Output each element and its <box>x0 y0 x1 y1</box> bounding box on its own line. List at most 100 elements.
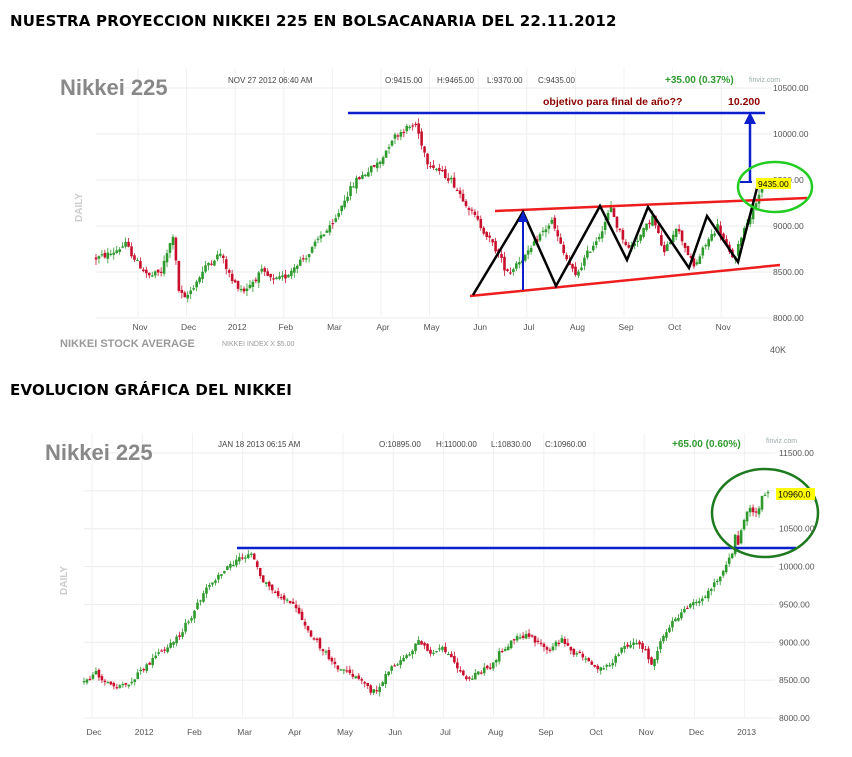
c2-candle-87 <box>342 669 346 671</box>
c1-candle-146 <box>526 250 530 255</box>
c2-candle-1 <box>85 679 89 683</box>
c1-candle-45 <box>227 270 231 273</box>
c1-candle-204 <box>698 256 702 264</box>
c1-candle-76 <box>319 235 323 239</box>
c2-candle-151 <box>533 636 537 643</box>
c1-xtick-9: Aug <box>570 322 585 332</box>
chart1-high: H:9465.00 <box>437 76 474 85</box>
c1-candle-110 <box>420 131 423 146</box>
c2-candle-44 <box>214 580 217 583</box>
c2-candle-130 <box>470 678 474 680</box>
c1-candle-56 <box>260 268 264 272</box>
c1-candle-157 <box>559 237 563 244</box>
c2-candle-69 <box>288 601 292 603</box>
c2-xtick-0: Dec <box>86 727 102 737</box>
c1-candle-13 <box>133 255 136 260</box>
c1-candle-49 <box>239 288 243 291</box>
c2-candle-4 <box>94 671 98 675</box>
c2-candle-192 <box>656 651 659 660</box>
c2-candle-91 <box>354 676 358 679</box>
c2-candle-52 <box>238 557 241 562</box>
c2-candle-172 <box>596 665 600 670</box>
c1-candle-91 <box>364 174 367 176</box>
c1-xtick-5: Apr <box>376 322 389 332</box>
c2-candle-21 <box>145 664 149 671</box>
c2-candle-85 <box>336 665 340 670</box>
c2-candle-175 <box>605 664 609 667</box>
c1-candle-82 <box>337 213 341 217</box>
c2-candle-61 <box>264 582 268 584</box>
c2-candle-218 <box>733 534 737 555</box>
c1-candle-190 <box>657 225 660 234</box>
c1-candle-68 <box>295 265 299 269</box>
c2-candle-162 <box>566 643 570 646</box>
c1-candle-131 <box>482 227 486 234</box>
chart1-change: +35.00 (0.37%) <box>665 75 734 86</box>
c2-candle-121 <box>444 646 447 653</box>
c1-candle-127 <box>470 209 474 211</box>
c2-candle-77 <box>312 638 316 640</box>
c2-candle-174 <box>602 668 606 670</box>
c2-candle-120 <box>441 646 444 650</box>
c1-candle-52 <box>248 284 252 289</box>
c2-xtick-3: Mar <box>237 727 252 737</box>
c1-candle-126 <box>467 208 471 210</box>
c2-xtick-13: 2013 <box>737 727 756 737</box>
c1-candle-86 <box>349 186 352 197</box>
c2-candle-95 <box>366 683 370 687</box>
c1-candle-47 <box>233 280 237 283</box>
c1-candle-8 <box>118 249 121 252</box>
c1-candle-61 <box>275 277 278 280</box>
c2-candle-143 <box>509 640 513 649</box>
c1-candle-184 <box>639 234 642 241</box>
c1-candle-37 <box>204 265 207 272</box>
c1-candle-154 <box>550 219 554 224</box>
c2-candle-53 <box>241 557 244 559</box>
c1-candle-142 <box>515 263 518 269</box>
c2-candle-78 <box>315 638 319 641</box>
c2-candle-116 <box>429 649 432 654</box>
c2-candle-146 <box>518 637 522 639</box>
c1-candle-51 <box>245 288 249 291</box>
c1-candle-124 <box>461 193 465 202</box>
c2-candle-54 <box>243 557 247 559</box>
c1-ytick-10000: 10000.00 <box>773 129 809 139</box>
c1-candle-89 <box>358 177 361 180</box>
c1-candle-77 <box>322 234 326 237</box>
c1-candle-141 <box>512 269 515 273</box>
c2-candle-63 <box>270 584 274 591</box>
c2-candle-194 <box>662 635 665 642</box>
c2-candle-190 <box>650 657 653 665</box>
c1-candle-16 <box>142 269 145 272</box>
c1-candle-34 <box>195 281 198 288</box>
c2-candle-220 <box>739 530 743 544</box>
c1-ytick-8500: 8500.00 <box>773 267 804 277</box>
chart2-change: +65.00 (0.60%) <box>672 439 741 450</box>
c2-candle-176 <box>608 665 611 667</box>
c1-candle-117 <box>441 170 444 172</box>
c2-candle-73 <box>300 611 304 621</box>
c2-candle-9 <box>109 681 113 685</box>
c1-candle-44 <box>224 259 228 270</box>
c2-candle-170 <box>590 661 594 665</box>
c2-candle-83 <box>330 657 334 662</box>
c2-candle-131 <box>473 672 477 680</box>
c1-candle-9 <box>121 246 124 248</box>
c2-candle-106 <box>399 660 402 665</box>
c1-candle-191 <box>660 235 663 246</box>
c2-candle-132 <box>476 671 480 675</box>
c1-candle-65 <box>287 274 290 278</box>
c1-candle-23 <box>162 260 166 274</box>
c1-candle-113 <box>429 165 432 168</box>
c2-xtick-8: Aug <box>488 727 503 737</box>
c2-candle-203 <box>689 603 692 608</box>
c1-candle-102 <box>396 135 400 137</box>
c1-candle-221 <box>748 217 752 225</box>
chart2-overlays <box>237 467 820 559</box>
c1-candle-3 <box>103 252 107 258</box>
c1-candle-196 <box>674 228 678 238</box>
c2-candle-161 <box>563 638 567 644</box>
c1-candle-166 <box>586 250 589 258</box>
chart2-open: O:10895.00 <box>379 440 421 449</box>
c1-candle-35 <box>198 277 201 283</box>
